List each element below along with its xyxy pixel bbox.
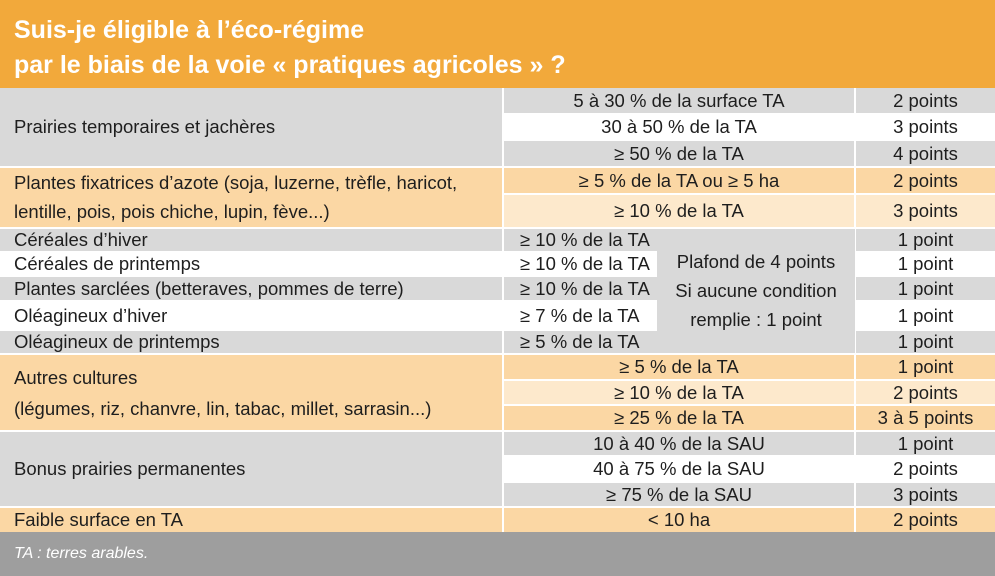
condition-cell: ≥ 10 % de la TA [504,381,854,404]
row-label-line: lentille, pois, pois chiche, lupin, fève… [14,201,330,222]
points-cell: 2 points [856,88,995,113]
title-line-2: par le biais de la voie « pratiques agri… [14,51,566,79]
points-cell: 1 point [856,432,995,455]
row-label-autres-cultures: Autres cultures (légumes, riz, chanvre, … [0,355,502,430]
condition-cell: 40 à 75 % de la SAU [504,457,854,481]
row-label-faible-surface: Faible surface en TA [0,508,502,532]
footnote: TA : terres arables. [0,532,995,576]
condition-cell: ≥ 5 % de la TA [504,331,657,353]
row-label-prairies-temporaires: Prairies temporaires et jachères [0,88,502,166]
row-label-fixatrices: Plantes fixatrices d’azote (soja, luzern… [0,168,502,227]
points-cell: 1 point [856,331,995,353]
plafond-note: Plafond de 4 points Si aucune condition … [657,243,855,338]
condition-cell: ≥ 10 % de la TA [504,229,657,251]
row-label-cereales-printemps: Céréales de printemps [0,253,502,275]
points-cell: 4 points [856,141,995,166]
condition-cell: 5 à 30 % de la surface TA [504,88,854,113]
condition-cell: ≥ 10 % de la TA [504,277,657,300]
row-label-line: Plantes fixatrices d’azote (soja, luzern… [14,172,458,193]
plafond-background [657,229,855,353]
plafond-line: remplie : 1 point [690,309,822,330]
row-label-bonus-prairies: Bonus prairies permanentes [0,432,502,506]
condition-cell: ≥ 5 % de la TA [504,355,854,379]
points-cell: 1 point [856,253,995,275]
points-cell: 3 à 5 points [856,406,995,430]
points-cell: 1 point [856,355,995,379]
points-cell: 1 point [856,229,995,251]
points-cell: 3 points [856,483,995,506]
row-label-oleagineux-hiver: Oléagineux d’hiver [0,302,502,329]
points-cell: 2 points [856,508,995,532]
points-cell: 2 points [856,381,995,404]
row-label-oleagineux-printemps: Oléagineux de printemps [0,331,502,353]
points-cell: 1 point [856,302,995,329]
condition-cell: ≥ 10 % de la TA [504,195,854,227]
title-line-1: Suis-je éligible à l’éco-régime [14,16,365,44]
points-cell: 2 points [856,457,995,481]
table-title: Suis-je éligible à l’éco-régime par le b… [0,0,995,88]
row-label-line: (légumes, riz, chanvre, lin, tabac, mill… [14,398,432,419]
points-cell: 2 points [856,168,995,193]
plafond-line: Si aucune condition [675,280,837,301]
points-cell: 1 point [856,277,995,300]
condition-cell: ≥ 10 % de la TA [504,253,657,275]
condition-cell: ≥ 25 % de la TA [504,406,854,430]
condition-cell: ≥ 7 % de la TA [504,302,657,329]
condition-cell: < 10 ha [504,508,854,532]
row-label-cereales-hiver: Céréales d’hiver [0,229,502,251]
points-cell: 3 points [856,115,995,139]
plafond-line: Plafond de 4 points [676,251,836,272]
row-label-plantes-sarclees: Plantes sarclées (betteraves, pommes de … [0,277,502,300]
condition-cell: 30 à 50 % de la TA [504,115,854,139]
points-cell: 3 points [856,195,995,227]
condition-cell: ≥ 5 % de la TA ou ≥ 5 ha [504,168,854,193]
condition-cell: ≥ 75 % de la SAU [504,483,854,506]
condition-cell: 10 à 40 % de la SAU [504,432,854,455]
condition-cell: ≥ 50 % de la TA [504,141,854,166]
row-label-line: Autres cultures [14,367,138,388]
